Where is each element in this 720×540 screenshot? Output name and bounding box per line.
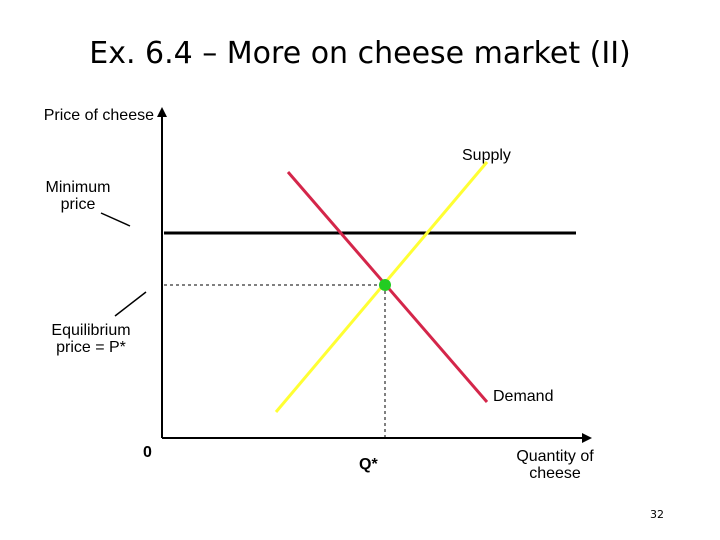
equilibrium-price-label-line1: Equilibrium — [51, 322, 131, 339]
x-axis-label: Quantity of cheese — [500, 448, 610, 482]
origin-label: 0 — [143, 444, 152, 461]
x-axis-label-line1: Quantity of — [516, 448, 594, 465]
x-axis-label-line2: cheese — [529, 465, 581, 482]
demand-label: Demand — [493, 388, 554, 405]
slide-title: Ex. 6.4 – More on cheese market (II) — [89, 36, 631, 71]
minimum-price-label: Minimum price — [30, 179, 126, 213]
equilibrium-price-label-line2: price = P* — [56, 339, 126, 356]
minimum-price-label-line2: price — [60, 196, 96, 213]
equilibrium-point — [379, 279, 391, 291]
equilibrium-price-pointer — [114, 291, 147, 317]
minimum-price-label-line1: Minimum — [45, 179, 111, 196]
q-star-label: Q* — [359, 456, 378, 473]
slide-number: 32 — [650, 508, 664, 521]
minimum-price-pointer — [100, 212, 131, 227]
y-axis-label: Price of cheese — [43, 107, 154, 124]
supply-label: Supply — [462, 147, 511, 164]
equilibrium-price-label: Equilibrium price = P* — [36, 322, 146, 356]
